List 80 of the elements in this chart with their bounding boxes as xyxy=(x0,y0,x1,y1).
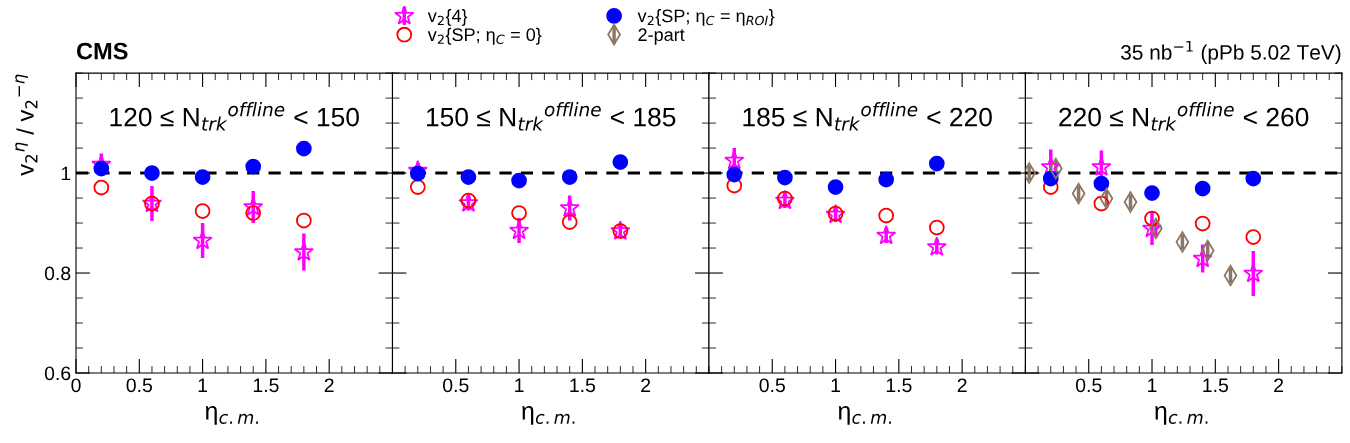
text: 220 ≤ N$_{trk}$$^{offline}$ < 260 xyxy=(1059,102,1309,131)
point xyxy=(194,203,211,219)
point xyxy=(409,165,426,182)
point xyxy=(1093,175,1110,192)
y-tick-label: 1 xyxy=(61,166,71,181)
x-tick-label: 1 xyxy=(198,378,208,392)
x-tick-label: 1.5 xyxy=(886,378,912,393)
x-tick-label: 0 xyxy=(71,378,81,393)
point xyxy=(612,154,629,170)
x-tick-label: 1.5 xyxy=(253,378,279,393)
point xyxy=(928,219,945,236)
text: 35 nb$^{−1}$ (pPb 5.02 TeV) xyxy=(1121,40,1341,64)
point xyxy=(511,205,527,221)
point xyxy=(1194,215,1211,232)
point xyxy=(561,214,578,230)
point xyxy=(1093,195,1110,212)
point xyxy=(1144,185,1160,201)
point xyxy=(296,212,312,229)
point xyxy=(724,149,745,170)
y-tick-label: 0.6 xyxy=(44,366,71,381)
text: 150 ≤ N$_{trk}$$^{offline}$ < 185 xyxy=(426,102,676,131)
point xyxy=(1144,210,1160,227)
point xyxy=(878,207,895,224)
point xyxy=(194,169,211,185)
x-tick-label: 1 xyxy=(515,378,524,392)
x-tick-label: 1.5 xyxy=(1203,378,1229,393)
x-tick-label: 1 xyxy=(1148,378,1157,392)
y-axis-title: v$_{2}$$^{η}$ / v$_{2}$$^{−η}$ xyxy=(15,74,38,176)
x-tick-label: 0.5 xyxy=(1075,378,1102,393)
text: CMS xyxy=(76,42,128,60)
point xyxy=(1243,262,1264,283)
point xyxy=(192,229,213,250)
text: 120 ≤ N$_{trk}$$^{offline}$ < 150 xyxy=(110,102,359,131)
x-tick-label: 0.5 xyxy=(759,378,785,393)
x-axis-title: η$_{c.m.}$ xyxy=(522,406,575,425)
point xyxy=(508,219,530,240)
point xyxy=(926,236,947,256)
x-axis-title: η$_{c.m.}$ xyxy=(1155,406,1208,425)
point xyxy=(245,158,262,175)
point xyxy=(296,140,312,157)
point xyxy=(559,197,580,217)
x-tick-label: 2 xyxy=(1274,378,1284,392)
point xyxy=(144,165,160,181)
point xyxy=(511,172,527,189)
point xyxy=(827,179,844,195)
point xyxy=(1245,229,1262,245)
x-tick-label: 2 xyxy=(641,378,651,392)
point xyxy=(1245,170,1262,187)
legend-label: v$_{2}${4} xyxy=(427,9,468,26)
point xyxy=(878,171,895,188)
point xyxy=(561,169,578,185)
point xyxy=(1192,247,1213,268)
point xyxy=(1194,180,1211,197)
point xyxy=(876,224,897,245)
x-axis-title: η$_{c.m.}$ xyxy=(838,406,891,425)
legend-label: v$_{2}${SP; η$_{C}$ = η$_{ROI}$} xyxy=(637,9,775,26)
x-tick-label: 0.5 xyxy=(443,378,469,393)
point xyxy=(93,179,110,196)
point xyxy=(460,169,477,185)
point xyxy=(1141,217,1163,238)
x-tick-label: 1 xyxy=(831,378,840,392)
x-axis-title: η$_{c.m.}$ xyxy=(205,406,258,425)
point xyxy=(928,155,945,172)
point xyxy=(777,169,793,186)
text: 185 ≤ N$_{trk}$$^{offline}$ < 220 xyxy=(743,102,992,131)
point xyxy=(93,160,110,177)
point xyxy=(1040,156,1061,176)
legend-label: 2-part xyxy=(638,28,685,45)
point xyxy=(409,179,426,195)
point xyxy=(726,166,743,183)
x-tick-label: 2 xyxy=(957,378,967,392)
point xyxy=(243,196,264,216)
legend-label: v$_{2}${SP; η$_{C}$ = 0} xyxy=(427,27,542,45)
x-tick-label: 1.5 xyxy=(570,378,596,393)
point xyxy=(245,205,262,221)
point xyxy=(1091,156,1112,176)
x-tick-label: 0.5 xyxy=(126,378,152,393)
y-tick-label: 0.8 xyxy=(44,266,71,281)
x-tick-label: 2 xyxy=(324,378,334,392)
point xyxy=(293,241,315,261)
